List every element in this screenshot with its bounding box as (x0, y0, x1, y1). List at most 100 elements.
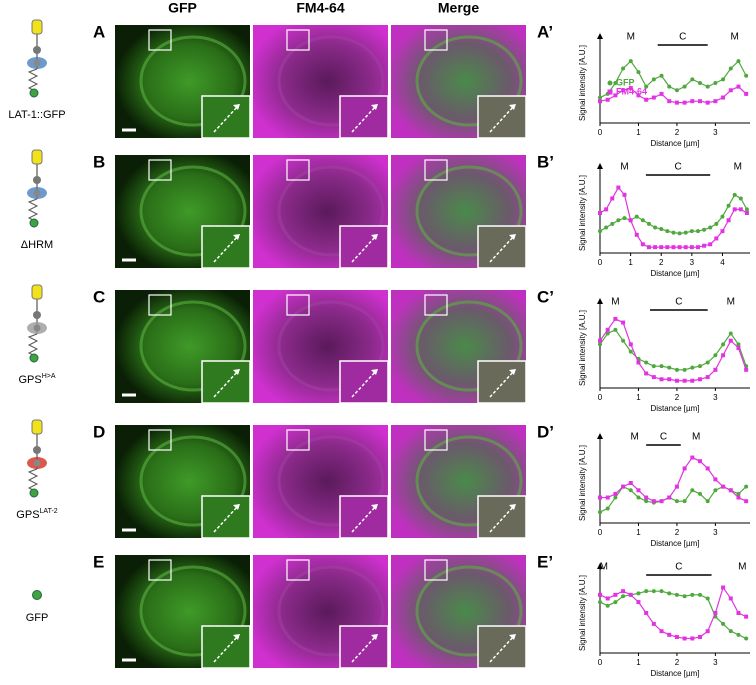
data-point (667, 99, 672, 104)
data-point (736, 611, 741, 615)
x-axis-label: Distance [µm] (650, 669, 699, 678)
profile-arrow (489, 370, 515, 398)
data-point (628, 488, 633, 493)
roi-box (148, 559, 172, 581)
data-point (705, 100, 710, 105)
data-point (744, 484, 749, 489)
profile-arrow (351, 505, 377, 533)
data-point (713, 477, 718, 482)
x-tick-label: 3 (713, 393, 718, 402)
data-point (708, 225, 713, 230)
schematic-tm (27, 198, 39, 223)
data-point (674, 100, 679, 105)
data-point (598, 495, 602, 500)
data-point (605, 327, 610, 332)
profile-arrow (489, 635, 515, 663)
data-point (628, 218, 633, 223)
data-point (667, 632, 672, 637)
micrograph-structure (277, 565, 385, 657)
data-point (744, 367, 749, 372)
data-point (689, 245, 694, 250)
data-point (744, 499, 749, 504)
data-point (598, 510, 602, 515)
annotation: C (660, 432, 667, 443)
data-point (598, 229, 602, 234)
schematic-domain (31, 284, 43, 300)
x-tick-label: 3 (713, 528, 718, 537)
x-tick-label: 2 (675, 528, 680, 537)
schematic-domain (33, 176, 41, 184)
micrograph-structure (415, 35, 523, 127)
micrograph-structure (277, 165, 385, 257)
construct-label: GPSLAT-2 (16, 508, 57, 521)
data-point (613, 592, 618, 597)
data-point (613, 316, 618, 321)
legend-marker (607, 89, 613, 95)
data-point (659, 227, 664, 231)
schematic-gfp (29, 353, 39, 363)
data-point (667, 377, 672, 382)
data-point (605, 596, 610, 601)
schematic-tm (27, 333, 39, 358)
data-point (695, 245, 700, 250)
data-point (682, 636, 687, 641)
profile-arrow (351, 635, 377, 663)
data-point (674, 378, 679, 383)
data-point (705, 375, 710, 380)
data-point (744, 91, 749, 96)
annotation: M (730, 32, 738, 43)
construct-label: GFP (26, 612, 49, 624)
chart-panel-letter: E’ (537, 552, 553, 571)
profile-arrow (489, 235, 515, 263)
profile-arrow (351, 105, 377, 133)
data-point (721, 484, 726, 489)
schematic-gfp (29, 88, 39, 98)
schematic-domain (33, 46, 41, 54)
inset (201, 495, 251, 539)
x-tick-label: 0 (598, 128, 603, 137)
data-point (705, 466, 710, 471)
data-point (721, 342, 726, 347)
annotation: M (738, 562, 746, 573)
schematic-domain (33, 324, 41, 332)
y-axis-label: Signal intensity [A.U.] (578, 575, 587, 651)
data-point (698, 81, 702, 85)
schematic-domain (33, 59, 41, 67)
data-point (604, 225, 609, 230)
micrograph-structure (139, 300, 247, 392)
annotation: M (692, 432, 700, 443)
data-point (636, 488, 641, 493)
data-point (598, 592, 602, 597)
data-point (690, 378, 695, 383)
x-axis-label: Distance [µm] (650, 404, 699, 413)
annotation: C (679, 32, 686, 43)
data-point (736, 495, 741, 500)
data-point (728, 629, 733, 634)
data-point (651, 621, 656, 626)
data-point (671, 230, 676, 235)
data-point (728, 338, 733, 343)
data-point (644, 84, 649, 89)
y-axis-arrow (597, 433, 603, 439)
annotation: M (620, 162, 628, 173)
data-point (613, 600, 618, 605)
data-point (720, 214, 725, 219)
roi-box (148, 429, 172, 451)
annotation: C (675, 562, 682, 573)
inset (477, 360, 527, 404)
annotation: M (611, 297, 619, 308)
data-point (674, 367, 679, 372)
roi-box (286, 429, 310, 451)
data-point (736, 632, 741, 637)
y-axis-label: Signal intensity [A.U.] (578, 45, 587, 121)
data-point (598, 338, 602, 343)
data-point (621, 589, 626, 594)
roi-box (424, 559, 448, 581)
profile-arrow (489, 505, 515, 533)
data-point (636, 600, 641, 605)
data-point (636, 70, 641, 75)
data-point (705, 499, 710, 504)
data-point (659, 589, 664, 594)
schematic-domain (33, 189, 41, 197)
data-point (644, 97, 649, 102)
